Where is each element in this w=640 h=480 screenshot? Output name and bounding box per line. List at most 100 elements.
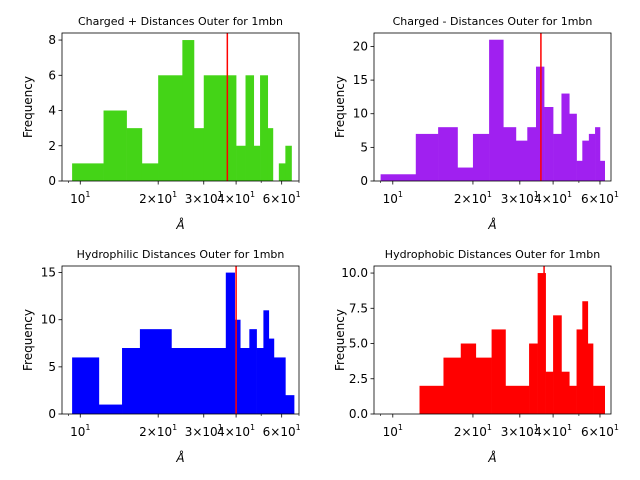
x-tick-label: 101 [383,423,403,439]
axes-frame [61,265,300,415]
x-tick-label: 4×101 [217,423,255,439]
x-tick-label: 101 [70,190,90,206]
histogram-bar [505,385,530,414]
y-tick-label: 0 [48,174,56,188]
histogram-bar [489,39,504,182]
chart-title: Charged + Distances Outer for 1mbn [78,15,283,28]
x-axis-label: Å [175,217,184,232]
y-axis-label: Frequency [21,76,35,138]
histogram-bar [599,160,605,181]
histogram-bar [457,167,474,181]
chart-title: Hydrophilic Distances Outer for 1mbn [77,248,285,261]
y-tick-label: 20 [353,39,368,53]
histogram-bar [158,75,183,181]
y-tick-label: 10.0 [341,266,368,280]
y-axis-label: Frequency [333,76,347,138]
bars [72,272,295,414]
chart-title: Charged - Distances Outer for 1mbn [393,15,593,28]
histogram-bar [126,128,143,181]
histogram-bar [419,385,444,414]
histogram-bar [260,75,269,181]
histogram-bar [415,133,439,181]
histogram-bar [141,163,159,181]
y-tick-label: 2.5 [349,372,368,386]
histogram-bar [561,93,570,181]
x-tick-label: 3×101 [501,190,539,206]
histogram-bar [273,357,286,414]
histogram-bar [475,357,492,414]
x-tick-label: 2×101 [139,423,177,439]
histogram-bar [234,319,241,414]
histogram-bar [203,75,237,181]
histogram-bar [491,329,506,414]
x-tick-label: 4×101 [534,423,572,439]
histogram-bar [122,348,141,414]
histogram-bar [595,127,601,181]
histogram-bar [582,301,589,414]
x-axis-label: Å [487,450,496,465]
y-tick-label: 10 [353,107,368,121]
x-tick-label: 6×101 [263,423,301,439]
histogram-bar [582,140,590,181]
histogram-bar [72,357,100,414]
histogram-bar [245,75,255,181]
histogram-bar [268,338,275,414]
histogram-bar [537,273,546,414]
histogram-bar [236,145,246,181]
y-tick-label: 15 [353,73,368,87]
x-tick-label: 4×101 [217,190,255,206]
histogram-bar [380,174,417,181]
histogram-bar [569,385,577,414]
histogram-bar [569,113,577,181]
histogram-bar [285,145,292,181]
y-tick-label: 0 [360,174,368,188]
y-tick-label: 15 [41,266,56,280]
histogram-bar [182,40,195,181]
histogram-bar [593,385,605,414]
x-tick-label: 2×101 [454,423,492,439]
x-axis-label: Å [487,217,496,232]
axes-frame [373,265,612,415]
x-tick-label: 3×101 [185,423,223,439]
histogram-bar [72,163,104,181]
histogram-bar [527,127,537,181]
histogram-bar [529,343,538,414]
y-tick-label: 7.5 [349,301,368,315]
histogram-bar [278,163,286,181]
histogram-bar [561,371,570,414]
histogram-bar [503,127,517,181]
histogram-bar [515,140,528,181]
y-tick-label: 0 [48,407,56,421]
histogram-bar [438,127,458,181]
y-tick-label: 5.0 [349,337,368,351]
chart-title: Hydrophobic Distances Outer for 1mbn [385,248,600,261]
y-tick-label: 2 [48,139,56,153]
histogram-bar [587,343,594,414]
x-tick-label: 4×101 [534,190,572,206]
y-axis-label: Frequency [333,309,347,371]
histogram-bar [545,371,554,414]
y-tick-label: 10 [41,313,56,327]
bars [72,40,292,181]
histogram-bar [576,160,583,181]
y-tick-label: 5 [48,360,56,374]
histogram-bar [267,128,274,181]
histogram-bar [576,329,583,414]
histogram-bar [544,107,554,181]
histogram-bar [588,133,596,181]
histogram-bar [171,348,227,414]
y-tick-label: 8 [48,33,56,47]
x-tick-label: 2×101 [454,190,492,206]
histogram-bar [253,145,261,181]
histogram-bar [193,128,205,181]
bars [380,39,605,182]
histogram-bar [460,343,477,414]
histogram-bar [103,110,127,181]
y-tick-label: 0.0 [349,407,368,421]
histogram-bar [285,395,295,414]
